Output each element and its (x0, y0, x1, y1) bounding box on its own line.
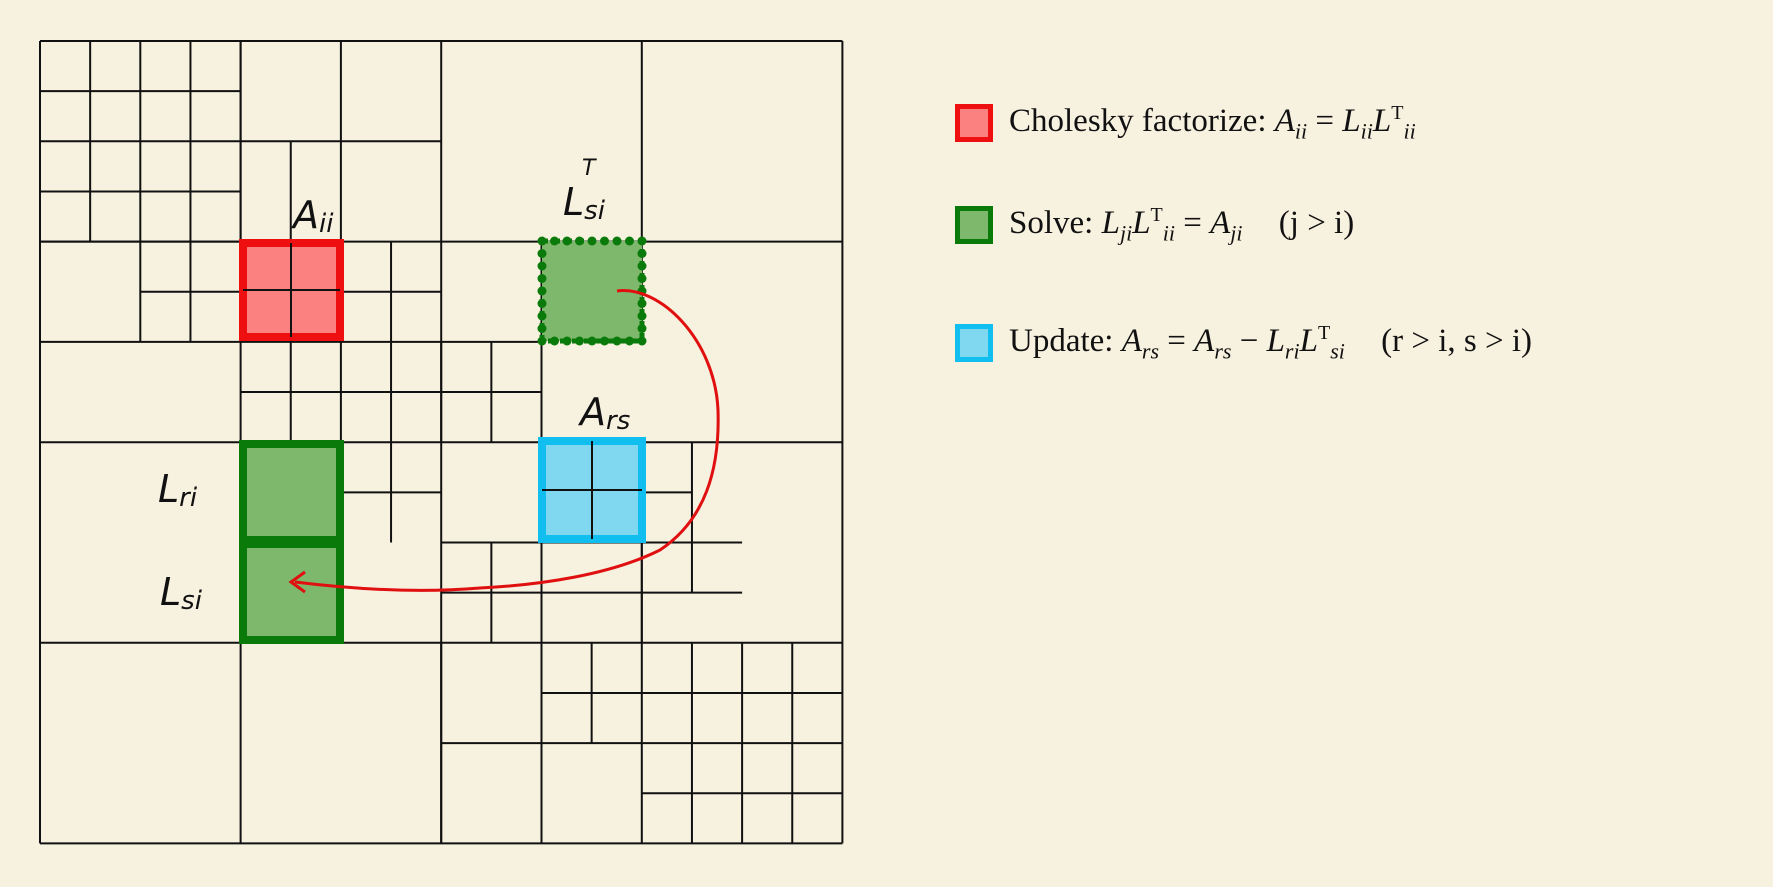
update-swatch (955, 324, 993, 362)
border-dot (537, 299, 547, 308)
border-dot (550, 236, 559, 246)
label-ars: Ars (577, 390, 630, 436)
border-dot (625, 236, 634, 246)
legend: Cholesky factorize: Aii = LiiLTii Solve:… (955, 98, 1532, 368)
border-dot (600, 336, 609, 346)
border-dot (575, 336, 584, 346)
border-dot (537, 286, 547, 296)
border-dot (537, 236, 547, 246)
label-aii: Aii (290, 193, 334, 239)
legend-item-solve: Solve: LjiLTii = Aji (j > i) (955, 200, 1532, 250)
border-dot (562, 236, 572, 246)
border-dot (537, 249, 547, 258)
label-lsi-transpose: Lsi (563, 180, 606, 226)
border-dot (637, 311, 647, 321)
border-dot (637, 274, 647, 283)
border-dot (587, 236, 597, 246)
border-dot (612, 336, 622, 346)
border-dot (537, 274, 547, 283)
solve-swatch (955, 206, 993, 244)
legend-item-factorize: Cholesky factorize: Aii = LiiLTii (955, 98, 1532, 148)
update-text: Update: Ars = Ars − LriLTsi (r > i, s > … (1009, 321, 1532, 364)
border-dot (587, 336, 597, 346)
border-dot (562, 336, 572, 346)
border-dot (537, 311, 547, 321)
border-dot (575, 236, 584, 246)
border-dot (637, 261, 647, 271)
border-dot (612, 236, 622, 246)
border-dot (537, 324, 547, 333)
dotted-border-markers (537, 236, 647, 346)
border-dot (637, 299, 647, 308)
border-dot (537, 261, 547, 271)
border-dot (637, 249, 647, 258)
border-dot (600, 236, 609, 246)
border-dot (637, 336, 647, 346)
solve-block-lri (239, 440, 344, 544)
solve-block-lsi (239, 540, 344, 644)
transpose-arrow (294, 289, 720, 592)
label-lsi-transpose-sup: T (582, 156, 597, 181)
border-dot (537, 336, 547, 346)
label-lsi: Lsi (160, 570, 203, 616)
border-dot (625, 336, 634, 346)
label-lri: Lri (158, 467, 198, 513)
border-dot (550, 336, 559, 346)
factorize-text: Cholesky factorize: Aii = LiiLTii (1009, 101, 1416, 144)
border-dot (637, 236, 647, 246)
legend-item-update: Update: Ars = Ars − LriLTsi (r > i, s > … (955, 318, 1532, 368)
matrix-block-grid (39, 40, 844, 845)
arrow-head (288, 570, 306, 594)
border-dot (637, 324, 647, 333)
factorize-swatch (955, 104, 993, 142)
solve-text: Solve: LjiLTii = Aji (j > i) (1009, 203, 1355, 246)
